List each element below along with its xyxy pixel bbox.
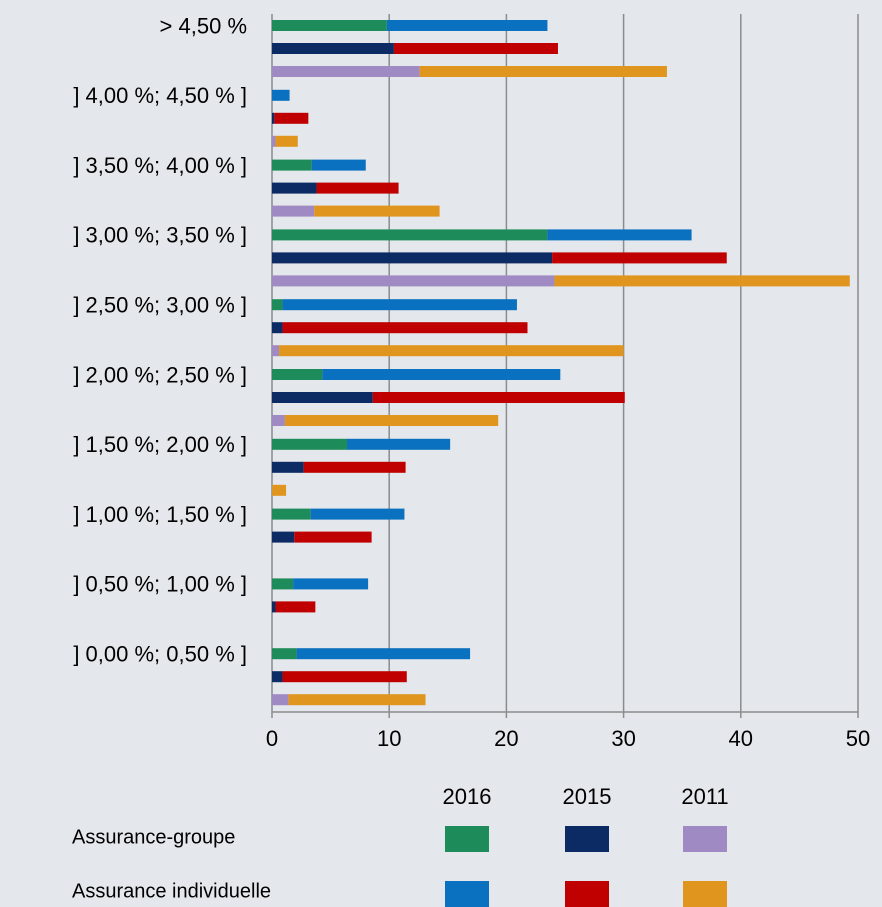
bar-segment xyxy=(296,648,471,660)
bar-segment xyxy=(272,578,294,590)
bar-segment xyxy=(275,601,316,613)
legend-swatch xyxy=(565,881,609,907)
x-tick-label: 20 xyxy=(494,726,518,751)
bar-segment xyxy=(272,694,289,706)
bar-segment xyxy=(272,66,420,77)
bar-segment xyxy=(272,205,315,217)
bar-segment xyxy=(272,159,312,171)
bar-segment xyxy=(282,671,407,683)
bar-segment xyxy=(279,345,624,357)
bar-segment xyxy=(372,392,625,403)
x-tick-label: 40 xyxy=(729,726,753,751)
bar-segment xyxy=(272,531,295,543)
y-tick-label: ] 3,00 %; 3,50 % ] xyxy=(73,223,247,248)
y-tick-label: ] 2,50 %; 3,00 % ] xyxy=(73,293,247,318)
bar-segment xyxy=(275,135,298,147)
y-tick-label: ] 0,50 %; 1,00 % ] xyxy=(73,572,247,597)
bar-segment xyxy=(282,322,528,334)
bar-segment xyxy=(272,252,553,264)
bar-segment xyxy=(386,20,548,31)
bar-segment xyxy=(347,438,451,450)
bar-segment xyxy=(272,369,323,380)
bar-segment xyxy=(272,484,287,496)
bar-segment xyxy=(272,345,280,357)
bar-segment xyxy=(272,438,348,450)
bar-segment xyxy=(272,508,311,520)
bar-segment xyxy=(272,601,276,613)
bar-segment xyxy=(274,112,309,124)
bar-segment xyxy=(272,135,276,147)
bar-segment xyxy=(272,20,387,31)
y-tick-label: > 4,50 % xyxy=(160,13,247,38)
legend-swatch xyxy=(683,826,727,852)
bar-segment xyxy=(272,299,283,311)
bar-segment xyxy=(272,648,297,660)
bar-segment xyxy=(547,229,692,241)
legend-swatch xyxy=(445,826,489,852)
y-tick-label: ] 3,50 %; 4,00 % ] xyxy=(73,153,247,178)
bar-segment xyxy=(272,43,394,54)
bar-segment xyxy=(554,275,850,287)
legend-swatch xyxy=(683,881,727,907)
bar-segment xyxy=(293,578,369,590)
y-tick-label: ] 4,00 %; 4,50 % ] xyxy=(73,83,247,108)
bar-segment xyxy=(272,182,317,194)
bar-segment xyxy=(316,182,399,194)
bar-segment xyxy=(288,694,426,706)
y-tick-label: ] 1,00 %; 1,50 % ] xyxy=(73,502,247,527)
x-tick-label: 30 xyxy=(611,726,635,751)
bar-segment xyxy=(282,299,517,311)
bar-segment xyxy=(294,531,372,543)
legend-year: 2015 xyxy=(563,784,612,809)
bar-segment xyxy=(272,89,290,101)
bar-segment xyxy=(393,43,558,54)
bar-segment xyxy=(419,66,667,77)
bar-segment xyxy=(322,369,561,380)
bar-segment xyxy=(272,322,283,334)
legend-label: Assurance individuelle xyxy=(72,880,271,902)
bar-segment xyxy=(552,252,727,264)
bar-segment xyxy=(314,205,440,217)
x-tick-label: 10 xyxy=(377,726,401,751)
bar-segment xyxy=(272,392,373,403)
y-tick-label: ] 1,50 %; 2,00 % ] xyxy=(73,432,247,457)
bar-segment xyxy=(272,275,555,287)
bar-segment xyxy=(303,461,406,473)
bar-segment xyxy=(272,461,304,473)
legend-swatch xyxy=(445,881,489,907)
bar-segment xyxy=(272,671,283,683)
bar-segment xyxy=(284,415,499,426)
bar-segment xyxy=(272,229,548,241)
legend-year: 2011 xyxy=(681,784,728,809)
legend-swatch xyxy=(565,826,609,852)
x-tick-label: 50 xyxy=(846,726,870,751)
legend-label: Assurance-groupe xyxy=(72,826,235,848)
x-tick-label: 0 xyxy=(266,726,278,751)
y-tick-label: ] 2,00 %; 2,50 % ] xyxy=(73,362,247,387)
y-tick-label: ] 0,00 %; 0,50 % ] xyxy=(73,642,247,667)
bar-segment xyxy=(272,112,275,124)
bar-segment xyxy=(311,159,366,171)
legend-year: 2016 xyxy=(443,784,492,809)
bar-segment xyxy=(272,415,285,426)
bar-segment xyxy=(310,508,405,520)
